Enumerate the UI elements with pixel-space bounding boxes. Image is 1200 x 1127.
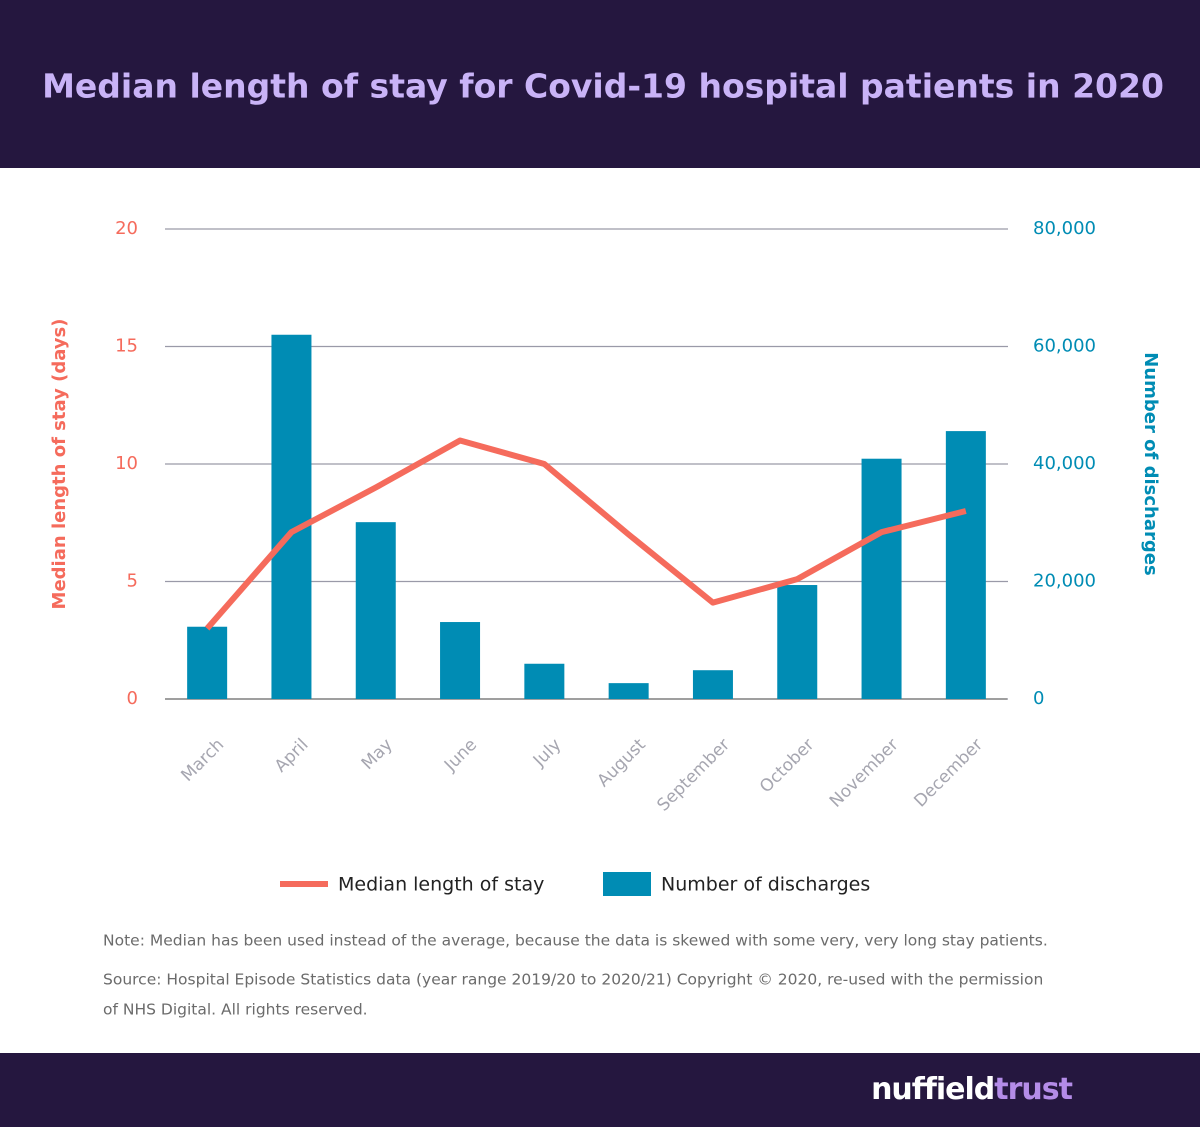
source: Source: Hospital Episode Statistics data… (103, 971, 1043, 989)
bar (187, 626, 228, 699)
bar (271, 334, 312, 699)
bar (692, 670, 733, 699)
chart-title: Median length of stay for Covid-19 hospi… (42, 67, 1164, 106)
note: Note: Median has been used instead of th… (103, 932, 1048, 950)
y-tick-label: 5 (127, 571, 138, 592)
bar (440, 622, 481, 699)
bar (355, 522, 396, 699)
bar (945, 431, 986, 699)
x-tick-label: March (177, 735, 228, 786)
bar (777, 585, 818, 699)
y-axis-title: Median length of stay (days) (49, 319, 70, 610)
y-tick-label: 15 (115, 336, 138, 357)
x-tick-label: December (910, 735, 986, 811)
bar (524, 663, 565, 699)
y-tick-label: 10 (115, 453, 138, 474)
y2-tick-label: 20,000 (1033, 571, 1096, 592)
y2-tick-label: 60,000 (1033, 336, 1096, 357)
x-tick-label: May (358, 735, 397, 774)
y2-axis-title: Number of discharges (1140, 352, 1161, 575)
y-tick-label: 0 (127, 688, 138, 709)
x-tick-label: September (653, 735, 734, 816)
footer-band (0, 1053, 1200, 1127)
x-tick-label: July (529, 735, 565, 771)
logo-part: trust (994, 1072, 1072, 1107)
x-tick-label: October (756, 735, 818, 797)
legend-label: Number of discharges (661, 874, 870, 896)
y2-tick-label: 0 (1033, 688, 1044, 709)
x-tick-label: June (440, 735, 481, 776)
header-band (0, 0, 1200, 168)
bar (608, 683, 649, 699)
source: of NHS Digital. All rights reserved. (103, 1001, 368, 1019)
x-tick-label: November (826, 735, 903, 812)
x-tick-label: April (271, 735, 313, 777)
logo: nuffieldtrust (871, 1072, 1073, 1107)
y2-tick-label: 40,000 (1033, 453, 1096, 474)
legend-label: Median length of stay (338, 874, 544, 896)
x-tick-label: August (594, 735, 650, 791)
line (204, 437, 967, 631)
legend-swatch (603, 872, 651, 896)
bar (861, 458, 902, 699)
y-tick-label: 20 (115, 218, 138, 239)
logo-part: nuffield (871, 1072, 994, 1107)
y2-tick-label: 80,000 (1033, 218, 1096, 239)
